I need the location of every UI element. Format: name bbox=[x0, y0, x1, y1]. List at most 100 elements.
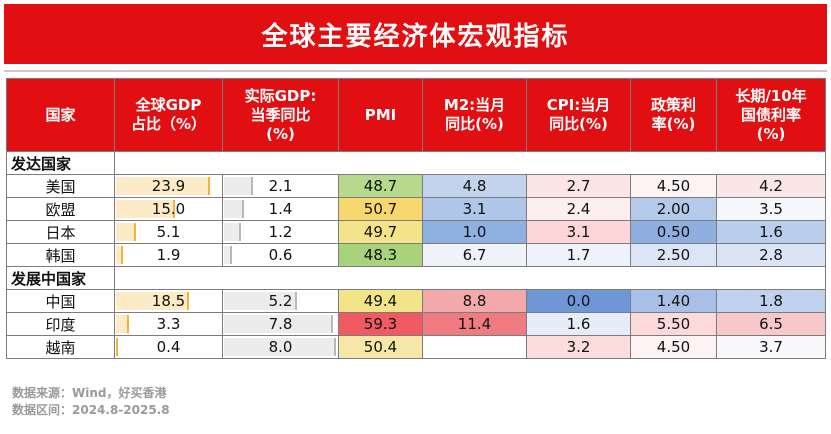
bond-10y-cell: 2.8 bbox=[716, 243, 826, 267]
real-gdp-cell: 1.4 bbox=[222, 197, 339, 221]
bond-10y-cell: 1.6 bbox=[716, 220, 826, 244]
gdp-share-bar bbox=[116, 246, 124, 264]
data-range-note: 数据区间：2024.8-2025.8 bbox=[12, 403, 170, 417]
real-gdp-value: 8.0 bbox=[268, 338, 293, 356]
gdp-share-bar bbox=[116, 315, 129, 333]
gdp-share-bar bbox=[116, 177, 211, 195]
gdp-share-cell: 23.9 bbox=[114, 174, 223, 198]
m2-cell: 6.7 bbox=[422, 243, 527, 267]
group-row: 发达国家 bbox=[6, 151, 826, 175]
gdp-share-value: 23.9 bbox=[151, 177, 186, 195]
real-gdp-bar bbox=[224, 315, 333, 333]
gdp-share-value: 1.9 bbox=[156, 246, 181, 264]
m2-cell: 8.8 bbox=[422, 289, 527, 313]
real-gdp-bar bbox=[224, 292, 297, 310]
country-cell: 日本 bbox=[6, 220, 115, 244]
title-divider bbox=[4, 70, 827, 72]
pmi-cell: 48.7 bbox=[338, 174, 423, 198]
footer-notes: 数据来源：Wind，好买香港 数据区间：2024.8-2025.8 bbox=[12, 385, 170, 419]
pmi-cell: 49.7 bbox=[338, 220, 423, 244]
gdp-share-bar bbox=[116, 292, 189, 310]
pmi-cell: 50.4 bbox=[338, 335, 423, 359]
real-gdp-bar bbox=[224, 200, 244, 218]
bond-10y-cell: 4.2 bbox=[716, 174, 826, 198]
table-row: 欧盟 15.0 1.4 50.7 3.1 2.4 2.00 3.5 bbox=[6, 197, 826, 221]
policy-rate-cell: 4.50 bbox=[630, 174, 717, 198]
real-gdp-bar bbox=[224, 223, 241, 241]
cpi-cell: 3.1 bbox=[526, 220, 631, 244]
cpi-cell: 0.0 bbox=[526, 289, 631, 313]
country-cell: 欧盟 bbox=[6, 197, 115, 221]
gdp-share-cell: 15.0 bbox=[114, 197, 223, 221]
real-gdp-cell: 5.2 bbox=[222, 289, 339, 313]
bond-10y-cell: 6.5 bbox=[716, 312, 826, 336]
real-gdp-bar bbox=[224, 246, 233, 264]
real-gdp-cell: 8.0 bbox=[222, 335, 339, 359]
m2-header: M2:当月 同比(%) bbox=[422, 78, 527, 152]
cpi-cell: 1.6 bbox=[526, 312, 631, 336]
country-header: 国家 bbox=[6, 78, 115, 152]
macro-indicator-table: 国家 全球GDP 占比（%） 实际GDP: 当季同比 (%) PMI M2:当月 同比(%) CP… bbox=[6, 78, 826, 359]
real-gdp-value: 1.4 bbox=[268, 200, 293, 218]
real-gdp-bar bbox=[224, 338, 336, 356]
cpi-cell: 2.4 bbox=[526, 197, 631, 221]
gdp-share-bar bbox=[116, 200, 176, 218]
group-row: 发展中国家 bbox=[6, 266, 826, 290]
table-row: 美国 23.9 2.1 48.7 4.8 2.7 4.50 4.2 bbox=[6, 174, 826, 198]
page-title: 全球主要经济体宏观指标 bbox=[261, 21, 570, 52]
policy-rate-cell: 2.00 bbox=[630, 197, 717, 221]
gdp-share-bar bbox=[116, 223, 137, 241]
table-row: 韩国 1.9 0.6 48.3 6.7 1.7 2.50 2.8 bbox=[6, 243, 826, 267]
country-cell: 美国 bbox=[6, 174, 115, 198]
real-gdp-value: 7.8 bbox=[268, 315, 293, 333]
bond-yield-header: 长期/10年 国债利率 (%) bbox=[716, 78, 826, 152]
pmi-header: PMI bbox=[338, 78, 423, 152]
bond-10y-cell: 3.5 bbox=[716, 197, 826, 221]
policy-rate-header: 政策利 率(%) bbox=[630, 78, 717, 152]
country-cell: 韩国 bbox=[6, 243, 115, 267]
policy-rate-cell: 2.50 bbox=[630, 243, 717, 267]
pmi-cell: 49.4 bbox=[338, 289, 423, 313]
bond-10y-cell: 1.8 bbox=[716, 289, 826, 313]
country-cell: 印度 bbox=[6, 312, 115, 336]
m2-cell: 11.4 bbox=[422, 312, 527, 336]
group-spacer bbox=[114, 266, 826, 290]
policy-rate-cell: 1.40 bbox=[630, 289, 717, 313]
group-spacer bbox=[114, 151, 826, 175]
cpi-header: CPI:当月 同比(%) bbox=[526, 78, 631, 152]
cpi-cell: 3.2 bbox=[526, 335, 631, 359]
gdp-share-value: 15.0 bbox=[151, 200, 186, 218]
m2-cell: 3.1 bbox=[422, 197, 527, 221]
real-gdp-cell: 1.2 bbox=[222, 220, 339, 244]
gdp-share-value: 0.4 bbox=[156, 338, 181, 356]
title-banner: 全球主要经济体宏观指标 bbox=[4, 4, 827, 64]
real-gdp-value: 5.2 bbox=[268, 292, 293, 310]
country-cell: 越南 bbox=[6, 335, 115, 359]
real-gdp-cell: 7.8 bbox=[222, 312, 339, 336]
policy-rate-cell: 5.50 bbox=[630, 312, 717, 336]
policy-rate-cell: 0.50 bbox=[630, 220, 717, 244]
table-row: 印度 3.3 7.8 59.3 11.4 1.6 5.50 6.5 bbox=[6, 312, 826, 336]
gdp-share-value: 5.1 bbox=[156, 223, 181, 241]
m2-cell: 4.8 bbox=[422, 174, 527, 198]
pmi-cell: 48.3 bbox=[338, 243, 423, 267]
table-header-row: 国家 全球GDP 占比（%） 实际GDP: 当季同比 (%) PMI M2:当月 同比(%) CP… bbox=[6, 78, 826, 152]
real-gdp-header: 实际GDP: 当季同比 (%) bbox=[222, 78, 339, 152]
gdp-share-cell: 18.5 bbox=[114, 289, 223, 313]
cpi-cell: 2.7 bbox=[526, 174, 631, 198]
gdp-share-cell: 1.9 bbox=[114, 243, 223, 267]
real-gdp-value: 0.6 bbox=[268, 246, 293, 264]
gdp-share-bar bbox=[116, 338, 118, 356]
table-body: 发达国家 美国 23.9 2.1 48.7 4.8 2.7 4.50 4.2 欧盟 15.0 1.4 5… bbox=[6, 151, 826, 359]
gdp-share-value: 3.3 bbox=[156, 315, 181, 333]
gdp-share-cell: 5.1 bbox=[114, 220, 223, 244]
real-gdp-value: 2.1 bbox=[268, 177, 293, 195]
data-source-note: 数据来源：Wind，好买香港 bbox=[12, 386, 167, 400]
real-gdp-value: 1.2 bbox=[268, 223, 293, 241]
real-gdp-cell: 0.6 bbox=[222, 243, 339, 267]
gdp-share-value: 18.5 bbox=[151, 292, 186, 310]
table-row: 日本 5.1 1.2 49.7 1.0 3.1 0.50 1.6 bbox=[6, 220, 826, 244]
real-gdp-bar bbox=[224, 177, 254, 195]
table-row: 中国 18.5 5.2 49.4 8.8 0.0 1.40 1.8 bbox=[6, 289, 826, 313]
policy-rate-cell: 4.50 bbox=[630, 335, 717, 359]
